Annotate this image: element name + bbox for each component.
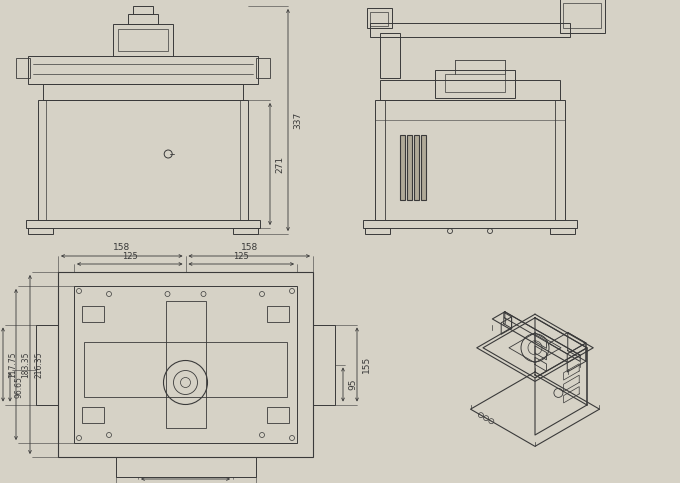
Bar xyxy=(400,135,405,200)
Bar xyxy=(365,228,390,234)
Bar xyxy=(82,306,104,322)
Text: 125: 125 xyxy=(122,252,137,261)
Bar xyxy=(363,220,577,228)
Bar xyxy=(267,306,289,322)
Bar xyxy=(28,56,258,84)
Text: 337: 337 xyxy=(293,112,302,128)
Bar xyxy=(116,457,256,477)
Bar xyxy=(445,74,505,92)
Bar xyxy=(36,325,58,404)
Text: 95: 95 xyxy=(348,379,357,390)
Bar xyxy=(133,6,153,14)
Text: 158: 158 xyxy=(113,243,131,252)
Text: 271: 271 xyxy=(275,156,284,172)
Bar xyxy=(560,0,605,33)
Bar xyxy=(367,8,392,28)
Bar xyxy=(74,286,297,443)
Bar xyxy=(128,14,158,24)
Text: 158: 158 xyxy=(241,243,258,252)
Bar xyxy=(58,272,313,457)
Bar xyxy=(370,23,570,37)
Text: 96.65: 96.65 xyxy=(15,376,24,398)
Text: 125: 125 xyxy=(233,252,249,261)
Bar xyxy=(256,58,270,78)
Bar xyxy=(435,70,515,98)
Bar xyxy=(563,3,601,28)
Bar xyxy=(267,407,289,423)
Bar xyxy=(380,33,400,78)
Bar xyxy=(84,342,287,397)
Bar xyxy=(26,220,260,228)
Bar xyxy=(82,407,104,423)
Bar xyxy=(414,135,419,200)
Bar xyxy=(407,135,412,200)
Text: 216.35: 216.35 xyxy=(35,351,44,378)
Bar xyxy=(421,135,426,200)
Text: 155: 155 xyxy=(362,356,371,373)
Bar xyxy=(165,301,205,428)
Bar xyxy=(380,80,560,100)
Bar xyxy=(16,58,30,78)
Bar xyxy=(370,12,388,26)
Bar xyxy=(313,325,335,404)
Bar xyxy=(38,100,248,220)
Bar xyxy=(113,24,173,56)
Bar xyxy=(233,228,258,234)
Bar xyxy=(28,228,53,234)
Bar xyxy=(375,100,565,220)
Bar xyxy=(43,84,243,100)
Text: 183.35: 183.35 xyxy=(21,351,30,378)
Text: 117.75: 117.75 xyxy=(8,351,17,378)
Bar xyxy=(118,29,168,51)
Bar xyxy=(550,228,575,234)
